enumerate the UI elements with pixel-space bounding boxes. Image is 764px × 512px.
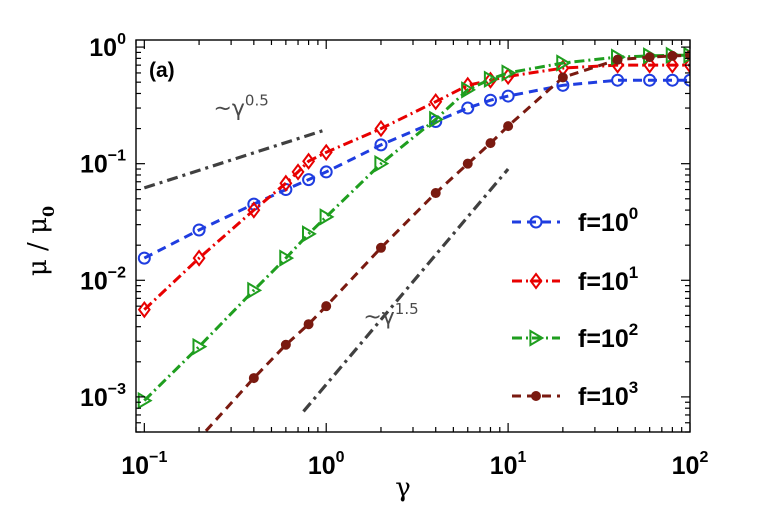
data-point-1-6 (319, 143, 333, 162)
series-2 (137, 46, 690, 410)
y-tick-label-0: 10−3 (80, 381, 126, 412)
y-axis-label: μ / μ0 (23, 206, 58, 276)
guide-label-0: ~γ0.5 (213, 91, 268, 121)
panel-label: (a) (149, 59, 175, 82)
legend-marker-0 (529, 215, 543, 229)
data-point-3-5 (321, 301, 332, 312)
data-point-3-7 (430, 188, 441, 199)
legend-label-0: f=100 (578, 204, 638, 237)
legend-marker-1 (529, 272, 543, 290)
data-point-1-4 (291, 163, 305, 181)
data-point-0-4 (302, 173, 316, 187)
data-point-3-6 (375, 242, 386, 253)
data-point-0-5 (319, 165, 333, 179)
data-point-0-14 (665, 73, 679, 87)
data-point-1-0 (137, 300, 151, 319)
data-point-2-15 (683, 46, 690, 65)
data-point-2-4 (301, 225, 317, 243)
data-point-0-10 (501, 89, 515, 103)
data-point-0-6 (374, 138, 388, 152)
legend-label-3: f=103 (578, 378, 638, 411)
data-point-1-5 (302, 152, 316, 170)
data-point-1-15 (665, 56, 679, 74)
legend: f=100 f=101 f=102 f=103 (512, 204, 638, 411)
data-point-2-7 (429, 110, 444, 129)
data-point-1-3 (279, 174, 293, 192)
data-point-3-9 (485, 138, 496, 149)
data-point-3-1 (195, 434, 204, 443)
data-point-2-9 (483, 70, 499, 88)
guide-line-0 (143, 128, 327, 190)
legend-label-2: f=102 (578, 320, 638, 353)
data-point-0-15 (683, 73, 690, 87)
data-point-3-13 (644, 52, 655, 63)
data-point-3-2 (248, 373, 259, 384)
guide-label-1: ~γ1.5 (363, 300, 418, 330)
data-point-0-1 (192, 223, 206, 237)
data-point-3-12 (612, 54, 623, 65)
data-point-3-14 (667, 50, 678, 61)
data-point-1-8 (429, 93, 443, 111)
data-point-3-3 (280, 339, 291, 350)
x-axis-label: γ (395, 473, 411, 503)
data-point-0-8 (461, 101, 475, 115)
data-point-3-4 (303, 319, 314, 330)
data-point-2-3 (279, 249, 295, 267)
data-point-2-10 (501, 64, 517, 82)
data-point-3-8 (462, 158, 473, 169)
data-point-3-15 (685, 50, 690, 61)
series-line-2 (143, 53, 690, 402)
y-tick-label-2: 10−1 (80, 148, 126, 179)
data-point-2-6 (374, 154, 390, 173)
data-point-2-1 (192, 337, 208, 356)
series-3 (140, 50, 690, 501)
data-point-0-13 (643, 73, 657, 87)
x-tick-label-2: 101 (490, 449, 527, 480)
data-point-1-16 (683, 56, 690, 74)
guide-line-1 (302, 167, 510, 413)
data-point-3-0 (140, 492, 149, 501)
axes: 10−1 100 101 102 10−3 10−2 10−1 100 γ μ / μ0 (a) (23, 31, 708, 503)
data-point-3-10 (503, 121, 514, 132)
legend-label-1: f=101 (578, 263, 638, 296)
data-point-2-2 (247, 281, 263, 300)
plot-area: ~γ0.5 ~γ1.5 (137, 46, 690, 501)
data-point-1-1 (192, 249, 206, 267)
data-point-1-7 (374, 119, 388, 138)
data-point-2-5 (319, 208, 335, 226)
data-point-0-0 (137, 251, 151, 265)
legend-marker-2 (529, 329, 545, 347)
data-point-0-12 (611, 73, 625, 87)
legend-marker-3 (531, 391, 541, 401)
y-tick-label-1: 10−2 (80, 264, 126, 295)
series-line-3 (202, 53, 690, 432)
data-point-3-11 (557, 72, 568, 83)
x-tick-label-0: 10−1 (121, 449, 167, 480)
data-point-2-8 (461, 81, 477, 99)
series-line-1 (143, 63, 690, 311)
x-tick-label-3: 102 (672, 449, 709, 480)
data-point-1-2 (247, 201, 261, 219)
data-point-0-9 (483, 93, 497, 107)
data-point-2-11 (556, 54, 572, 72)
x-tick-label-1: 100 (308, 449, 345, 480)
y-tick-label-3: 100 (89, 31, 126, 62)
